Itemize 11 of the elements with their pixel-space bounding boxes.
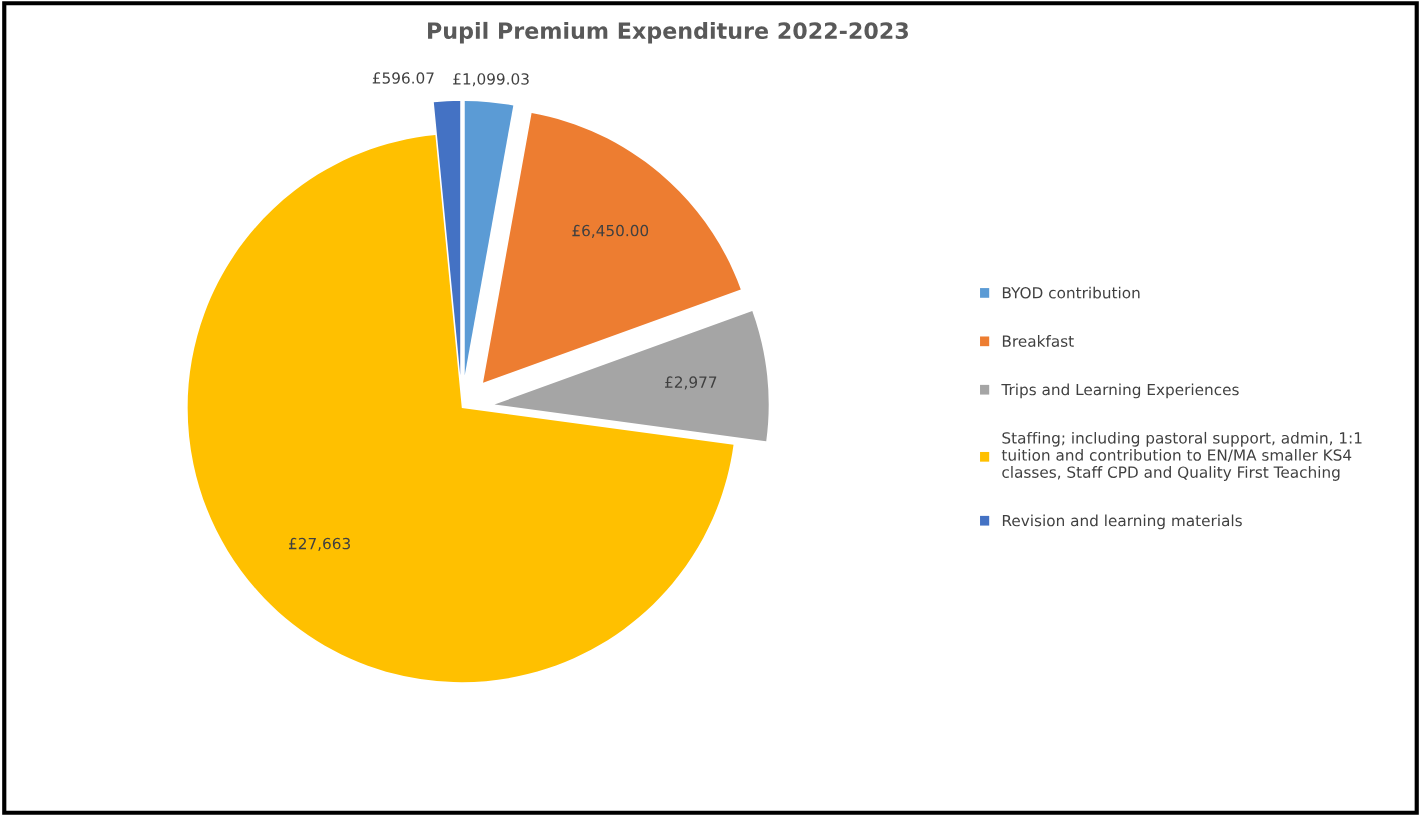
- legend-label: BYOD contribution: [1002, 286, 1140, 299]
- data-label: £596.07: [372, 72, 434, 84]
- legend-label: Revision and learning materials: [1002, 514, 1242, 530]
- legend-label: Staffing; including pastoral support, admin, 1:1 tuition and contribution to EN/MA smaller KS4 classes, Staff CPD and Quality First Teaching: [1001, 431, 1362, 481]
- legend-label: Breakfast: [1002, 335, 1074, 347]
- chart-title: Pupil Premium Expenditure 2022-2023: [428, 21, 908, 44]
- data-label: £27,663: [288, 537, 350, 551]
- legend-label: Trips and Learning Experiences: [1001, 383, 1239, 399]
- data-label: £2,977: [665, 376, 717, 390]
- data-label: £1,099.03: [453, 73, 529, 87]
- data-label: £6,450.00: [572, 224, 649, 238]
